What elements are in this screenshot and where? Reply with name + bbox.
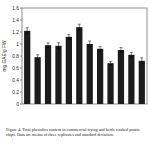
y-tick — [20, 104, 22, 105]
y-tick-label: 0.2 — [12, 90, 19, 95]
y-tick-label: 0.4 — [12, 78, 19, 83]
error-bar — [36, 55, 39, 60]
error-bar — [67, 34, 70, 39]
y-tick — [20, 20, 22, 21]
error-bar — [109, 61, 112, 65]
y-tick — [20, 8, 22, 9]
y-tick-label: 1.6 — [12, 6, 19, 11]
bar — [24, 31, 30, 104]
y-axis-label: mg GAE/g FW — [2, 40, 7, 71]
bar — [76, 27, 82, 104]
bar — [107, 63, 113, 104]
bar — [55, 46, 61, 104]
error-bar — [140, 58, 143, 64]
bar — [66, 37, 72, 104]
y-tick — [20, 68, 22, 69]
error-bar — [130, 52, 133, 57]
bar — [35, 57, 41, 104]
y-tick-label: 0.8 — [12, 54, 19, 59]
y-tick-label: 1.4 — [12, 18, 19, 23]
y-tick-label: 1 — [16, 42, 19, 47]
error-bar — [57, 43, 60, 49]
bar — [45, 45, 51, 104]
y-tick — [20, 44, 22, 45]
y-tick — [20, 56, 22, 57]
plot-frame — [22, 8, 147, 104]
y-tick-label: 0.6 — [12, 66, 19, 71]
error-bar — [26, 28, 29, 34]
y-tick-label: 1.2 — [12, 30, 19, 35]
bar — [128, 55, 134, 104]
y-tick — [20, 92, 22, 93]
error-bar — [78, 24, 81, 30]
error-bar — [88, 41, 91, 47]
bar — [118, 50, 124, 104]
bar — [97, 49, 103, 104]
caption: Figure 4: Total phenolics content in com… — [6, 127, 146, 137]
bars — [24, 24, 145, 104]
error-bar — [47, 43, 50, 48]
y-tick — [20, 80, 22, 81]
y-tick-label: 0 — [16, 102, 19, 107]
error-bar — [119, 48, 122, 53]
y-tick — [20, 32, 22, 33]
bar — [139, 61, 145, 104]
bar — [87, 44, 93, 104]
error-bar — [99, 46, 102, 51]
